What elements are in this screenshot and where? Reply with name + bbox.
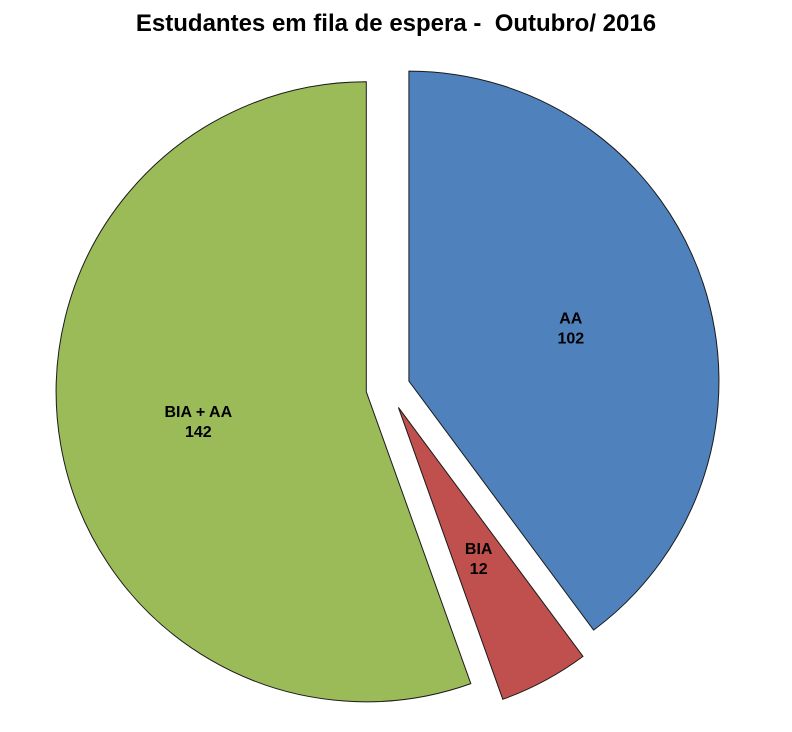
slice-label-bia-aa: BIA + AA 142 (164, 404, 232, 441)
slice-label-aa: AA 102 (557, 311, 584, 348)
pie-slice-bia-aa (55, 81, 472, 703)
chart-title: Estudantes em fila de espera - Outubro/ … (135, 10, 657, 37)
pie-slice-aa (408, 70, 720, 631)
slice-label-bia: BIA 12 (465, 541, 493, 578)
pie-chart: AA 102 BIA 12 BIA + AA 142 (55, 70, 720, 703)
pie-slice-bia (397, 407, 584, 700)
